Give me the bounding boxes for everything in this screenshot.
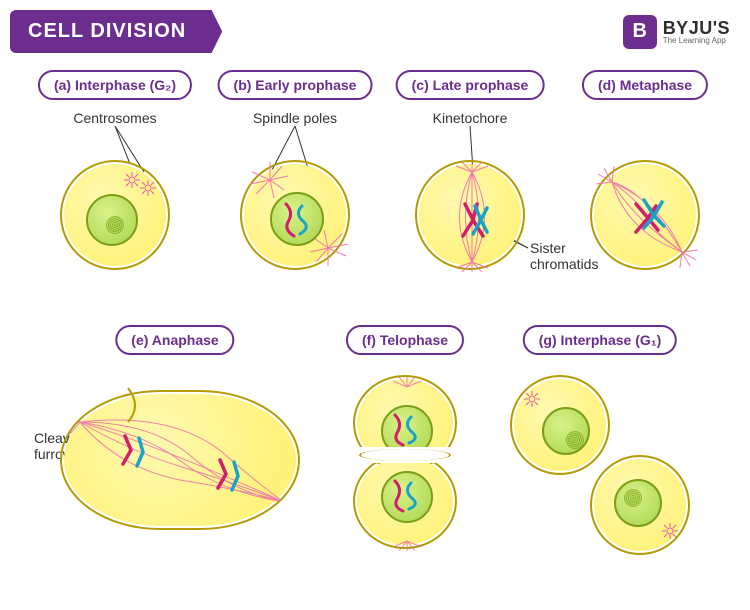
centrosome-icon bbox=[140, 180, 156, 196]
chromatid-icon bbox=[212, 456, 248, 496]
phase-pill-a: (a) Interphase (G₂) bbox=[38, 70, 192, 100]
phase-pill-c: (c) Late prophase bbox=[396, 70, 545, 100]
cell-e-anaphase bbox=[60, 390, 300, 530]
phase-pill-d: (d) Metaphase bbox=[582, 70, 708, 100]
label-centrosomes: Centrosomes bbox=[73, 110, 156, 126]
chromatid-icon bbox=[626, 196, 672, 242]
logo-badge: B bbox=[623, 15, 657, 49]
phase-pill-f: (f) Telophase bbox=[346, 325, 464, 355]
phase-pill-e: (e) Anaphase bbox=[115, 325, 234, 355]
label-kinetochore: Kinetochore bbox=[433, 110, 508, 126]
cell-g1-daughter bbox=[510, 375, 610, 475]
logo-name: BYJU'S bbox=[663, 19, 730, 37]
phase-pill-b: (b) Early prophase bbox=[218, 70, 373, 100]
diagram-stage: (a) Interphase (G₂) (b) Early prophase (… bbox=[0, 50, 750, 610]
label-sister-chromatids: Sisterchromatids bbox=[530, 240, 598, 272]
logo-tagline: The Learning App bbox=[663, 37, 730, 45]
phase-pill-g: (g) Interphase (G₁) bbox=[523, 325, 677, 355]
chromatid-icon bbox=[280, 200, 320, 240]
cell-a-interphase-g2 bbox=[60, 160, 170, 270]
centrosome-icon bbox=[124, 172, 140, 188]
chromatid-icon bbox=[117, 432, 153, 472]
brand-logo: B BYJU'S The Learning App bbox=[623, 15, 730, 49]
label-spindle-poles: Spindle poles bbox=[253, 110, 337, 126]
page-title: CELL DIVISION bbox=[10, 10, 222, 53]
cell-d-metaphase bbox=[590, 160, 700, 270]
cell-b-early-prophase bbox=[240, 160, 350, 270]
cell-g1-daughter bbox=[590, 455, 690, 555]
chromatid-icon bbox=[453, 198, 497, 242]
cell-c-late-prophase bbox=[415, 160, 525, 270]
cell-f-telophase bbox=[345, 375, 465, 545]
